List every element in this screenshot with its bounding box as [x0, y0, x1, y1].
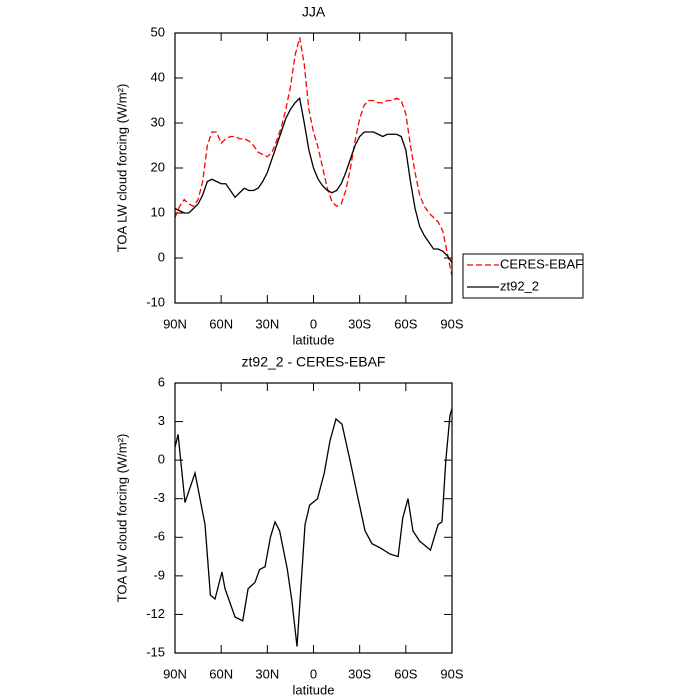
x-tick-label: 30S: [348, 316, 371, 331]
x-tick-label: 30N: [255, 666, 279, 681]
y-tick-label: 50: [151, 24, 165, 39]
x-tick-label: 60N: [209, 666, 233, 681]
y-tick-label: -6: [153, 529, 165, 544]
legend-box: [462, 253, 584, 299]
y-tick-label: 20: [151, 159, 165, 174]
y-tick-label: 10: [151, 204, 165, 219]
x-tick-label: 90S: [440, 316, 463, 331]
y-tick-label: 6: [158, 374, 165, 389]
legend-label: CERES-EBAF: [500, 256, 583, 271]
x-tick-label: 0: [310, 316, 317, 331]
plot-frame: [174, 382, 453, 654]
data-line: [174, 96, 453, 263]
y-tick-label: 3: [158, 413, 165, 428]
y-tick-label: -3: [153, 490, 165, 505]
x-tick-label: 0: [310, 666, 317, 681]
legend-label: zt92_2: [500, 278, 539, 293]
plot-frame: [174, 32, 453, 304]
x-tick-label: 90S: [440, 666, 463, 681]
y-tick-label: 0: [158, 452, 165, 467]
x-tick-label: 30N: [255, 316, 279, 331]
x-tick-label: 60N: [209, 316, 233, 331]
x-tick-label: 60S: [394, 666, 417, 681]
y-tick-label: 40: [151, 69, 165, 84]
y-tick-label: 30: [151, 114, 165, 129]
x-tick-label: 30S: [348, 666, 371, 681]
data-line: [174, 37, 453, 277]
y-tick-label: -12: [146, 606, 165, 621]
x-tick-label: 60S: [394, 316, 417, 331]
y-tick-label: -9: [153, 567, 165, 582]
chart-title: JJA: [302, 4, 326, 20]
x-tick-label: 90N: [163, 316, 187, 331]
chart-title: zt92_2 - CERES-EBAF: [242, 354, 386, 370]
x-axis-label: latitude: [293, 682, 335, 697]
y-axis-label: TOA LW cloud forcing (W/m²): [114, 434, 129, 603]
x-axis-label: latitude: [293, 332, 335, 347]
y-axis-label: TOA LW cloud forcing (W/m²): [114, 84, 129, 253]
y-tick-label: 0: [158, 249, 165, 264]
x-tick-label: 90N: [163, 666, 187, 681]
y-tick-label: -15: [146, 644, 165, 659]
y-tick-label: -10: [146, 294, 165, 309]
data-line: [174, 408, 453, 647]
